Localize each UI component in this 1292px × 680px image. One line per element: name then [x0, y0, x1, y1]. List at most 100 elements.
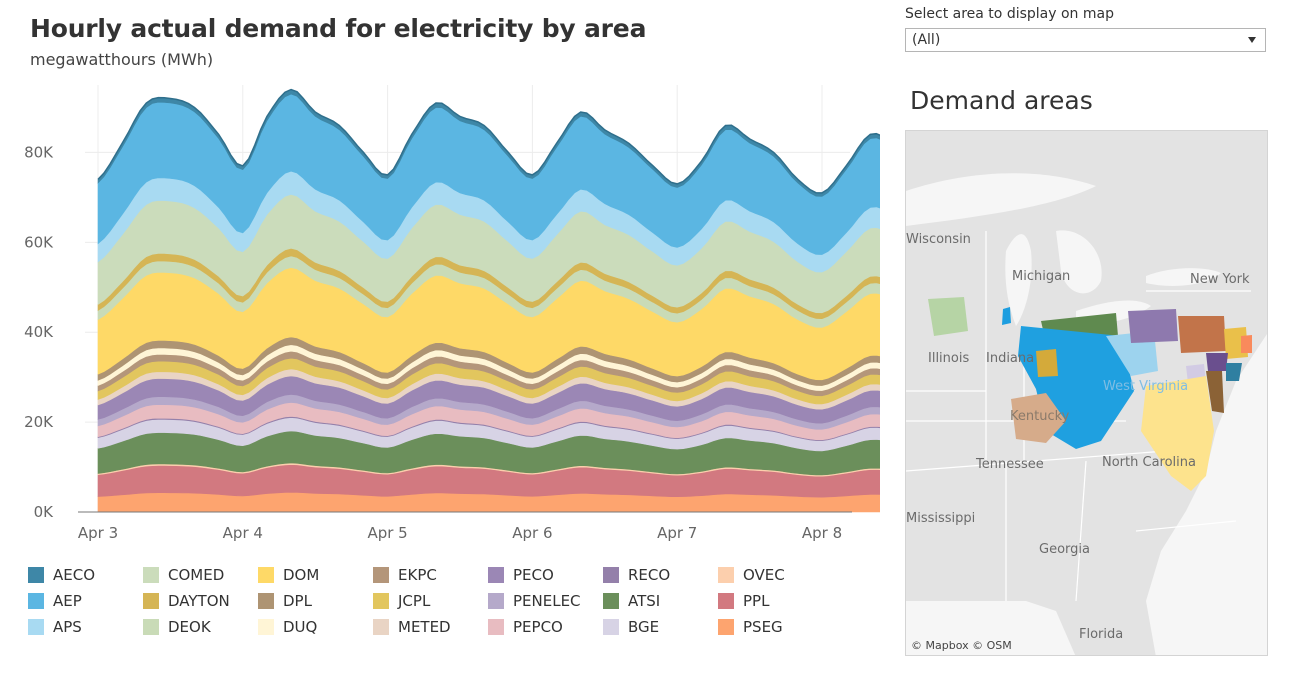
area-comed	[928, 297, 968, 336]
legend-item-reco[interactable]: RECO	[603, 562, 718, 588]
lake-superior	[906, 173, 1096, 226]
area-peco	[1206, 353, 1228, 371]
legend-swatch	[488, 619, 504, 635]
chart-title: Hourly actual demand for electricity by …	[30, 14, 647, 43]
x-tick-label: Apr 8	[802, 524, 842, 542]
map-label-tennessee: Tennessee	[976, 457, 1044, 472]
legend-label: BGE	[628, 618, 660, 636]
legend-swatch	[143, 567, 159, 583]
demand-areas-map[interactable]: Wisconsin Michigan New York Illinois Ind…	[905, 130, 1268, 656]
demand-area-shapes	[928, 297, 1252, 491]
legend-item-comed[interactable]: COMED	[143, 562, 258, 588]
legend-item-dpl[interactable]: DPL	[258, 588, 373, 614]
legend-swatch	[718, 619, 734, 635]
legend-label: AECO	[53, 566, 96, 584]
legend-label: PEPCO	[513, 618, 563, 636]
chevron-down-icon[interactable]	[1248, 37, 1256, 43]
legend-label: PENELEC	[513, 592, 581, 610]
lake-huron	[1056, 230, 1102, 294]
area-filter-value: (All)	[912, 32, 941, 48]
legend-swatch	[718, 593, 734, 609]
legend-label: AEP	[53, 592, 82, 610]
area-filter-dropdown[interactable]: (All)	[905, 28, 1266, 52]
legend-item-atsi[interactable]: ATSI	[603, 588, 718, 614]
map-label-michigan: Michigan	[1012, 269, 1071, 284]
legend-label: ATSI	[628, 592, 661, 610]
legend-swatch	[143, 593, 159, 609]
x-tick-label: Apr 7	[657, 524, 697, 542]
legend-item-pepco[interactable]: PEPCO	[488, 614, 603, 640]
legend-label: METED	[398, 618, 451, 636]
area-filter-label: Select area to display on map	[905, 6, 1114, 22]
stacked-area-chart[interactable]: 0K 20K 40K 60K 80K Apr 3 Apr 4 Apr 5 Apr 6 Apr 7 A…	[0, 0, 880, 560]
y-tick-label: 0K	[34, 503, 55, 521]
map-attribution[interactable]: © Mapbox © OSM	[911, 639, 1012, 652]
legend-item-dom[interactable]: DOM	[258, 562, 373, 588]
legend-item-aeco[interactable]: AECO	[28, 562, 143, 588]
legend-item-bge[interactable]: BGE	[603, 614, 718, 640]
legend-item-penelec[interactable]: PENELEC	[488, 588, 603, 614]
gulf-ocean	[906, 601, 1076, 655]
legend-item-deok[interactable]: DEOK	[143, 614, 258, 640]
legend-label: OVEC	[743, 566, 785, 584]
map-label-kentucky: Kentucky	[1010, 409, 1070, 424]
legend-item-meted[interactable]: METED	[373, 614, 488, 640]
legend-item-peco[interactable]: PECO	[488, 562, 603, 588]
legend-label: EKPC	[398, 566, 437, 584]
y-tick-label: 60K	[24, 233, 54, 251]
legend-swatch	[28, 619, 44, 635]
legend-item-jcpl[interactable]: JCPL	[373, 588, 488, 614]
y-tick-label: 20K	[24, 413, 54, 431]
legend-label: JCPL	[398, 592, 431, 610]
area-dpl	[1206, 371, 1224, 413]
legend-swatch	[373, 567, 389, 583]
map-title: Demand areas	[910, 86, 1093, 115]
legend-item-ppl[interactable]: PPL	[718, 588, 833, 614]
area-series-pseg[interactable]	[97, 491, 880, 513]
area-ekpc	[1011, 393, 1066, 443]
chart-legend: AECO AEP APS COMED DAYTON DEOK DOM DPL DUQ EKPC JC…	[28, 562, 833, 640]
area-penelec	[1128, 309, 1178, 343]
y-tick-label: 80K	[24, 143, 54, 161]
map-label-georgia: Georgia	[1039, 542, 1090, 557]
legend-item-pseg[interactable]: PSEG	[718, 614, 833, 640]
legend-label: PPL	[743, 592, 770, 610]
legend-swatch	[258, 567, 274, 583]
legend-swatch	[488, 593, 504, 609]
x-tick-label: Apr 3	[78, 524, 118, 542]
legend-swatch	[28, 567, 44, 583]
legend-label: DUQ	[283, 618, 318, 636]
lake-ontario	[1146, 268, 1221, 286]
legend-label: DAYTON	[168, 592, 230, 610]
legend-item-duq[interactable]: DUQ	[258, 614, 373, 640]
legend-item-dayton[interactable]: DAYTON	[143, 588, 258, 614]
legend-label: COMED	[168, 566, 225, 584]
legend-item-ovec[interactable]: OVEC	[718, 562, 833, 588]
map-label-west-virginia: West Virginia	[1103, 379, 1189, 394]
area-pseg	[1241, 335, 1252, 353]
legend-swatch	[143, 619, 159, 635]
legend-item-aep[interactable]: AEP	[28, 588, 143, 614]
legend-swatch	[718, 567, 734, 583]
map-label-indiana: Indiana	[986, 351, 1035, 366]
chart-subtitle: megawatthours (MWh)	[30, 50, 214, 69]
lake-michigan	[1005, 234, 1032, 326]
area-aeco	[1226, 363, 1242, 381]
legend-item-ekpc[interactable]: EKPC	[373, 562, 488, 588]
y-tick-label: 40K	[24, 323, 54, 341]
map-label-new-york: New York	[1190, 272, 1250, 287]
legend-swatch	[373, 593, 389, 609]
legend-swatch	[603, 593, 619, 609]
legend-swatch	[28, 593, 44, 609]
legend-swatch	[603, 619, 619, 635]
area-dom	[1141, 376, 1214, 491]
map-canvas	[906, 131, 1267, 655]
legend-swatch	[603, 567, 619, 583]
x-tick-label: Apr 6	[512, 524, 552, 542]
legend-swatch	[258, 619, 274, 635]
legend-label: DEOK	[168, 618, 211, 636]
map-label-illinois: Illinois	[928, 351, 970, 366]
map-label-north-carolina: North Carolina	[1102, 455, 1196, 470]
legend-item-aps[interactable]: APS	[28, 614, 143, 640]
map-label-wisconsin: Wisconsin	[906, 232, 971, 247]
